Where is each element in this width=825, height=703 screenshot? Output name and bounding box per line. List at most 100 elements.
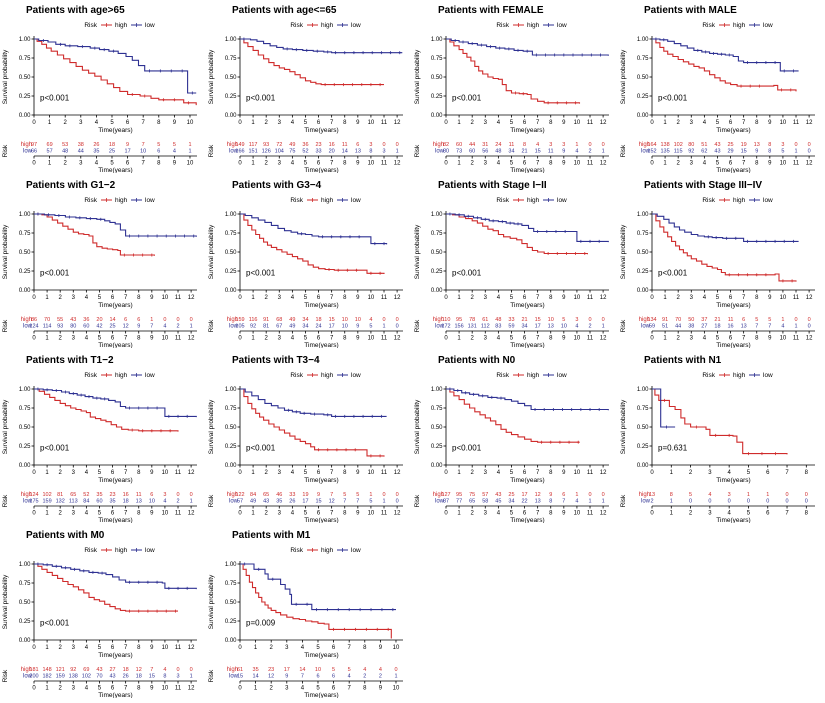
x-tick-label: 2	[471, 120, 475, 126]
y-tick-label: 0.00	[19, 638, 31, 644]
censor-mark-icon	[104, 548, 109, 552]
censor-mark-icon	[87, 395, 91, 399]
x-tick-label: 6	[729, 120, 733, 126]
risk-x-axis-label: Time(years)	[304, 167, 338, 173]
legend-title: Risk	[84, 22, 97, 29]
censor-mark-icon	[598, 53, 602, 57]
risk-count: 81	[57, 492, 63, 498]
risk-count: 2	[588, 149, 591, 155]
censor-mark-icon	[564, 101, 568, 105]
risk-count: 10	[548, 317, 554, 323]
censor-mark-icon	[340, 23, 345, 27]
risk-x-tick-label: 8	[157, 161, 161, 167]
risk-x-tick-label: 11	[175, 686, 182, 692]
risk-count: 48	[495, 317, 501, 323]
risk-count: 0	[805, 492, 808, 498]
risk-count: 0	[794, 317, 797, 323]
risk-count: 9	[755, 149, 758, 155]
risk-x-tick-label: 1	[45, 511, 49, 517]
risk-count: 31	[482, 142, 488, 148]
risk-count: 124	[29, 324, 38, 330]
risk-count: 3	[163, 492, 166, 498]
risk-x-tick-label: 7	[124, 336, 128, 342]
risk-count: 80	[443, 149, 449, 155]
censor-mark-icon	[461, 40, 465, 44]
x-tick-label: 6	[766, 470, 770, 476]
risk-x-tick-label: 6	[332, 686, 336, 692]
censor-mark-icon	[398, 51, 402, 55]
legend-title: Risk	[290, 547, 303, 554]
x-tick-label: 12	[188, 645, 195, 651]
risk-table-label: Risk	[2, 494, 9, 507]
risk-count: 91	[263, 317, 269, 323]
censor-mark-icon	[294, 410, 298, 414]
censor-mark-icon	[130, 92, 134, 96]
legend-low-label: low	[557, 22, 567, 29]
legend-high-label: high	[321, 372, 334, 379]
risk-count: 35	[276, 499, 282, 505]
risk-count: 8	[549, 499, 552, 505]
risk-count: 5	[768, 317, 771, 323]
risk-table-label: Risk	[208, 669, 215, 682]
risk-x-tick-label: 6	[317, 511, 321, 517]
x-tick-label: 8	[343, 470, 347, 476]
risk-x-tick-label: 12	[188, 336, 195, 342]
risk-count: 87	[443, 499, 449, 505]
censor-mark-icon	[373, 242, 377, 246]
risk-count: 58	[482, 499, 488, 505]
risk-x-tick-label: 7	[124, 686, 128, 692]
y-axis-label: Survival probability	[2, 399, 9, 454]
risk-count: 6	[316, 674, 319, 680]
censor-mark-icon	[137, 234, 141, 238]
x-tick-label: 2	[265, 295, 269, 301]
censor-mark-icon	[483, 217, 487, 221]
legend-high-label: high	[115, 547, 128, 554]
y-tick-label: 0.50	[225, 75, 237, 81]
censor-mark-icon	[353, 448, 357, 452]
risk-count: 9	[562, 149, 565, 155]
y-tick-label: 0.75	[19, 56, 31, 62]
risk-count: 11	[548, 149, 554, 155]
x-tick-label: 2	[677, 120, 681, 126]
risk-count: 115	[674, 149, 683, 155]
censor-mark-icon	[782, 69, 786, 73]
risk-table-label: Risk	[208, 494, 215, 507]
risk-count: 0	[396, 142, 399, 148]
legend-low-label: low	[763, 22, 773, 29]
risk-count: 13	[649, 492, 655, 498]
censor-mark-icon	[332, 627, 336, 631]
risk-count: 0	[394, 667, 397, 673]
risk-count: 21	[521, 149, 527, 155]
risk-count: 34	[302, 324, 308, 330]
censor-mark-icon	[712, 51, 716, 55]
censor-mark-icon	[757, 84, 761, 88]
risk-table-label: Risk	[2, 144, 9, 157]
censor-mark-icon	[41, 39, 45, 43]
risk-count: 4	[575, 499, 578, 505]
risk-x-tick-label: 11	[587, 511, 594, 517]
censor-mark-icon	[470, 42, 474, 46]
km-curve-low	[652, 38, 799, 72]
censor-mark-icon	[313, 412, 317, 416]
censor-mark-icon	[146, 580, 150, 584]
censor-mark-icon	[330, 235, 334, 239]
censor-mark-icon	[310, 23, 315, 27]
risk-count: 91	[662, 317, 668, 323]
risk-count: 6	[137, 317, 140, 323]
km-curve-low	[446, 388, 609, 411]
risk-x-axis-label: Time(years)	[98, 692, 132, 698]
y-tick-label: 0.50	[431, 425, 443, 431]
risk-count: 24	[315, 324, 321, 330]
risk-x-tick-label: 2	[471, 511, 475, 517]
risk-count: 6	[562, 492, 565, 498]
censor-mark-icon	[143, 94, 147, 98]
censor-mark-icon	[325, 608, 329, 612]
risk-count: 43	[96, 667, 102, 673]
risk-row-label-high: high	[227, 317, 238, 323]
censor-mark-icon	[54, 564, 58, 568]
y-tick-label: 1.00	[225, 562, 237, 568]
p-value-label: p<0.001	[40, 618, 70, 627]
x-tick-label: 1	[45, 295, 49, 301]
censor-mark-icon	[73, 567, 77, 571]
